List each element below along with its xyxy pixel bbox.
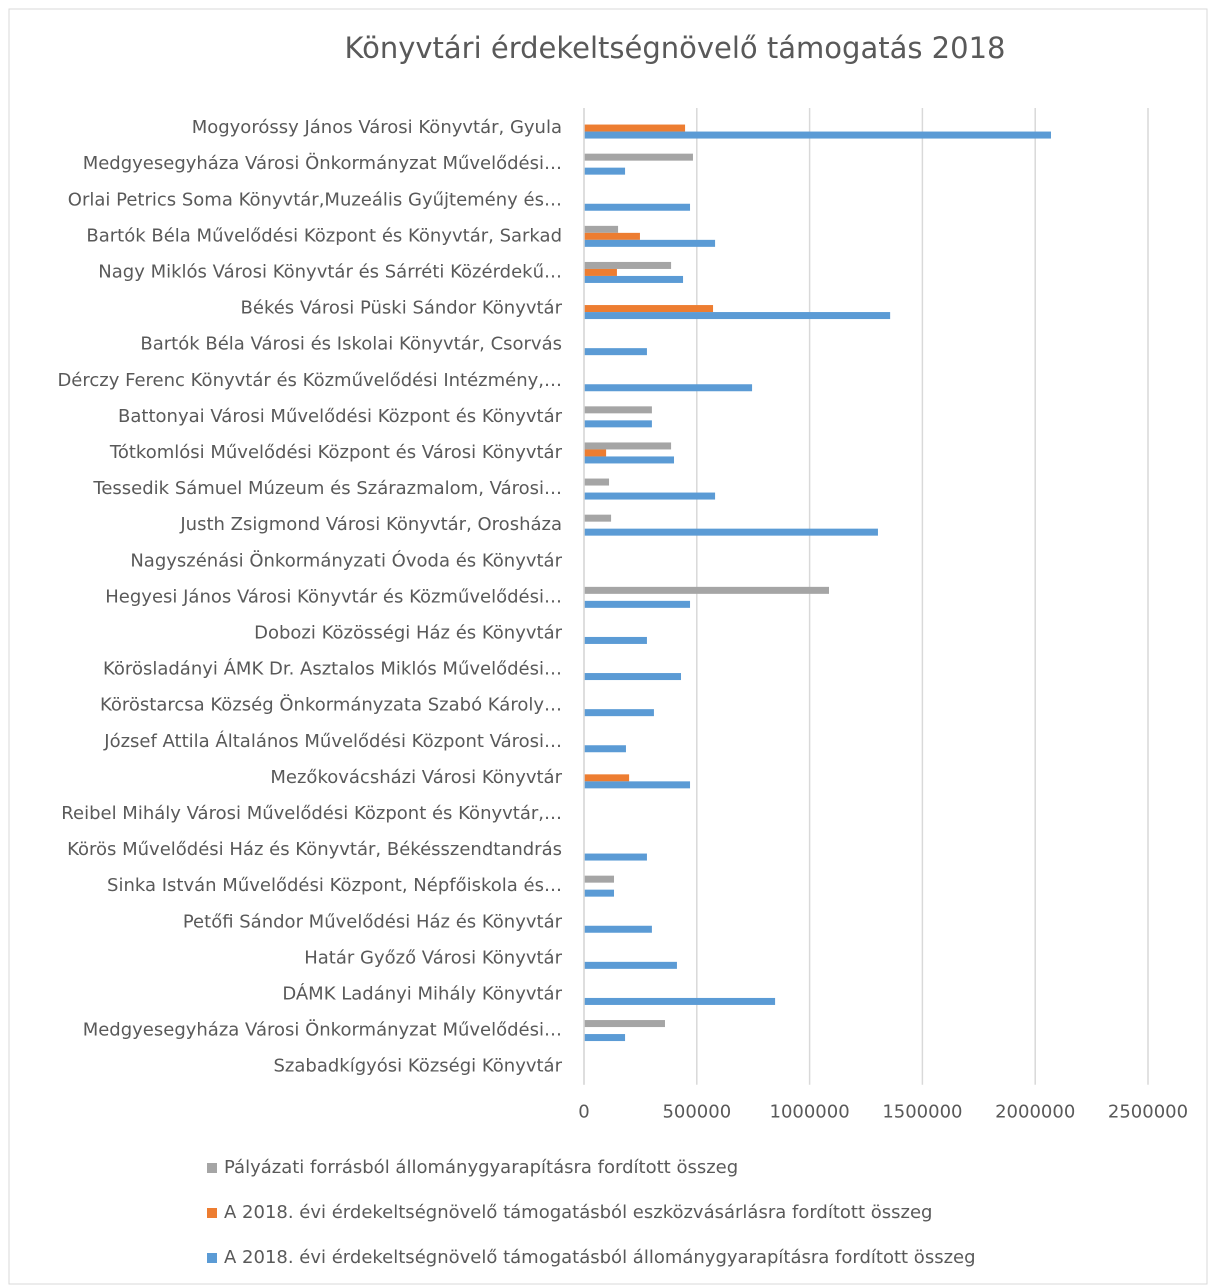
bar (584, 853, 647, 861)
chart-title: Könyvtári érdekeltségnövelő támogatás 20… (345, 31, 1006, 65)
bar (584, 997, 776, 1005)
bar (584, 709, 654, 717)
y-tick-label: Körös Művelődési Ház és Könyvtár, Békéss… (67, 839, 562, 860)
y-tick-label: Mogyoróssy János Városi Könyvtár, Gyula (192, 117, 562, 138)
legend-label: A 2018. évi érdekeltségnövelő támogatásb… (224, 1202, 932, 1223)
bar (584, 636, 647, 644)
y-tick-label: Körösladányi ÁMK Dr. Asztalos Miklós Műv… (103, 658, 562, 680)
y-tick-label: Nagy Miklós Városi Könyvtár és Sárréti K… (98, 261, 562, 282)
x-tick-label: 2000000 (995, 1102, 1075, 1123)
x-tick-label: 0 (578, 1102, 589, 1123)
bar (584, 492, 716, 500)
bar (584, 673, 682, 681)
bar (584, 275, 684, 283)
y-tick-label: Dobozi Közösségi Ház és Könyvtár (254, 622, 562, 643)
bar (584, 875, 615, 883)
y-tick-label: Petőfi Sándor Művelődési Ház és Könyvtár (183, 911, 563, 932)
bar (584, 153, 693, 161)
bar (584, 312, 891, 320)
y-tick-label: Hegyesi János Városi Könyvtár és Közműve… (105, 586, 562, 607)
bar (584, 781, 691, 789)
bar (584, 305, 714, 313)
y-tick-label: Justh Zsigmond Városi Könyvtár, Orosháza (179, 514, 562, 535)
bar (584, 528, 878, 536)
y-tick-label: DÁMK Ladányi Mihály Könyvtár (282, 982, 562, 1004)
bar (584, 1020, 665, 1028)
x-tick-label: 2500000 (1108, 1102, 1188, 1123)
bar (584, 514, 612, 522)
bar (584, 1034, 626, 1042)
bar (584, 384, 753, 392)
bar (584, 261, 672, 269)
x-tick-label: 1500000 (882, 1102, 962, 1123)
legend-swatch (207, 1208, 217, 1218)
bar (584, 124, 686, 132)
y-tick-label: Békés Városi Püski Sándor Könyvtár (241, 298, 563, 319)
chart-border (8, 8, 1208, 1285)
bar (584, 239, 716, 247)
bar (584, 456, 675, 464)
y-tick-label: Határ Győző Városi Könyvtár (304, 947, 562, 968)
y-tick-label: Nagyszénási Önkormányzati Óvoda és Könyv… (130, 549, 562, 571)
bar (584, 406, 652, 414)
bar (584, 420, 652, 428)
legend-label: Pályázati forrásból állománygyarapításra… (224, 1157, 738, 1178)
legend-label: A 2018. évi érdekeltségnövelő támogatásb… (224, 1247, 976, 1268)
bar (584, 131, 1051, 139)
bar (584, 442, 672, 450)
y-tick-label: József Attila Általános Művelődési Közpo… (103, 730, 562, 752)
bar (584, 925, 652, 933)
legend-swatch (207, 1163, 217, 1173)
bar (584, 225, 619, 233)
bar (584, 478, 610, 486)
y-tick-label: Mezőkovácsházi Városi Könyvtár (270, 767, 562, 788)
bar (584, 600, 691, 608)
y-tick-label: Tessedik Sámuel Múzeum és Szárazmalom, V… (92, 478, 562, 499)
y-tick-label: Sinka István Művelődési Központ, Népfőis… (107, 875, 562, 896)
y-tick-label: Medgyesegyháza Városi Önkormányzat Művel… (83, 152, 562, 174)
bar (584, 586, 830, 594)
x-tick-label: 1000000 (770, 1102, 850, 1123)
x-tick-label: 500000 (662, 1102, 731, 1123)
y-tick-label: Reibel Mihály Városi Művelődési Központ … (61, 803, 562, 824)
y-tick-label: Bartók Béla Művelődési Központ és Könyvt… (86, 225, 562, 246)
y-tick-label: Köröstarcsa Község Önkormányzata Szabó K… (100, 694, 562, 716)
y-tick-label: Battonyai Városi Művelődési Központ és K… (118, 406, 563, 427)
y-tick-label: Bartók Béla Városi és Iskolai Könyvtár, … (140, 334, 562, 355)
bar (584, 961, 677, 969)
legend-swatch (207, 1253, 217, 1263)
bar (584, 268, 617, 276)
bar (584, 449, 607, 457)
y-tick-label: Szabadkígyósi Községi Könyvtár (274, 1056, 563, 1077)
bar (584, 167, 626, 175)
bar (584, 232, 640, 240)
bar (584, 348, 647, 356)
bar (584, 203, 691, 211)
y-tick-label: Medgyesegyháza Városi Önkormányzat Művel… (83, 1019, 562, 1041)
y-tick-label: Orlai Petrics Soma Könyvtár,Muzeális Gyű… (68, 189, 562, 210)
y-tick-label: Tótkomlósi Művelődési Központ és Városi … (109, 442, 563, 463)
bar (584, 745, 626, 753)
y-tick-label: Dérczy Ferenc Könyvtár és Közművelődési … (57, 370, 562, 391)
bar (584, 889, 615, 897)
bar (584, 774, 630, 782)
